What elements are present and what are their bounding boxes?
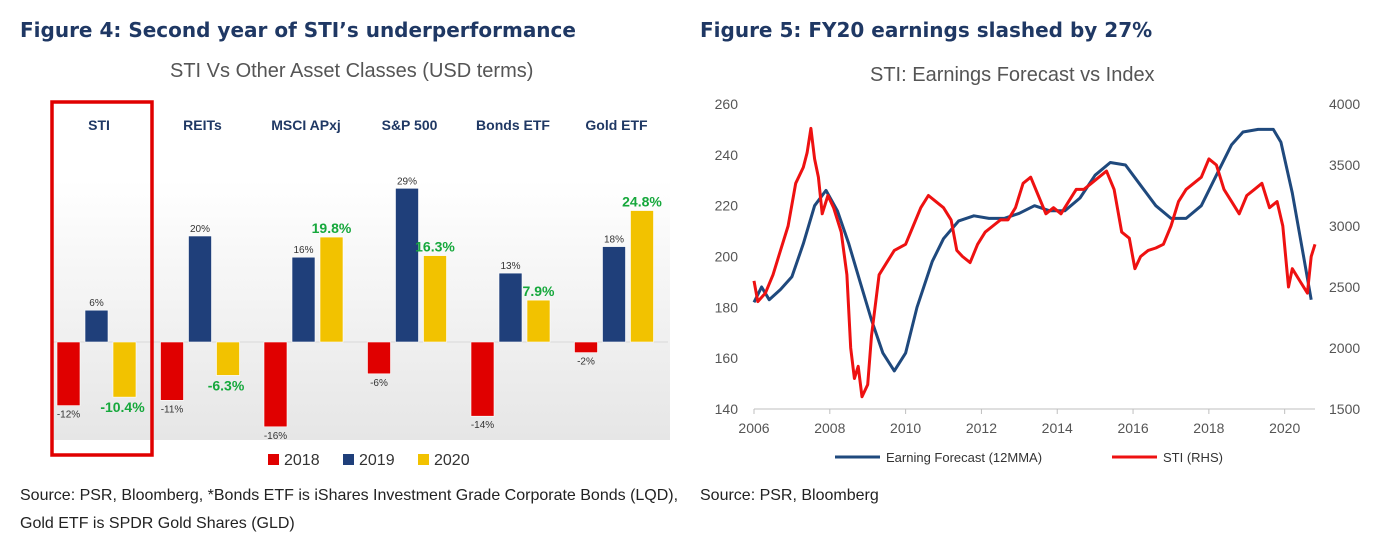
legend-label-sti: STI (RHS): [1163, 450, 1223, 465]
bar-2020: [526, 299, 551, 343]
series-line-earning-forecast: [752, 127, 1313, 373]
bar-2020: [216, 341, 240, 376]
figure5-source: Source: PSR, Bloomberg: [700, 487, 879, 504]
y-left-tick-label: 260: [715, 96, 739, 112]
bar-data-label: 16%: [293, 245, 313, 256]
category-label: STI: [88, 117, 110, 133]
category-label: S&P 500: [382, 117, 438, 133]
legend-label-2019: 2019: [359, 452, 395, 469]
category-label: Bonds ETF: [476, 117, 550, 133]
bar-data-label: -2%: [577, 357, 595, 368]
figure4-chart-title: STI Vs Other Asset Classes (USD terms): [170, 60, 534, 82]
bar-2020: [423, 255, 447, 343]
sti-highlight-box: [50, 100, 154, 457]
bar-data-label: 13%: [500, 261, 520, 272]
y-left-tick-label: 240: [715, 147, 739, 163]
bar-data-label: -12%: [57, 410, 80, 421]
bar-2019: [188, 235, 212, 343]
legend-label-2020: 2020: [434, 452, 470, 469]
bar-plot-area: [52, 180, 670, 440]
y-left-tick-label: 220: [715, 198, 739, 214]
bar-2019: [395, 188, 419, 343]
figure4-bar-chart: STI -12% 6% -10.4% REITs -11% 20% -6.3% MSCI APx…: [50, 100, 670, 469]
bar-2018: [56, 341, 81, 406]
bar-data-label: 19.8%: [312, 220, 352, 236]
x-tick-label: 2010: [890, 420, 921, 436]
bar-2018: [263, 341, 288, 428]
bar-2020: [319, 236, 344, 343]
y-right-tick-label: 4000: [1329, 96, 1360, 112]
bar-data-label: -6%: [370, 378, 388, 389]
y-right-tick-label: 2000: [1329, 340, 1360, 356]
bar-data-label: 6%: [89, 298, 104, 309]
bar-2019: [498, 272, 523, 343]
bar-data-label: 16.3%: [415, 239, 455, 255]
bar-2020: [112, 341, 137, 398]
bar-2019: [602, 246, 626, 343]
category-label: MSCI APxj: [271, 117, 341, 133]
legend-swatch-2019: [343, 454, 354, 465]
category-label: REITs: [183, 117, 222, 133]
y-left-tick-label: 140: [715, 401, 739, 417]
figure5-chart-title: STI: Earnings Forecast vs Index: [870, 64, 1155, 86]
bar-2020: [630, 210, 654, 343]
bar-data-label: -11%: [161, 404, 184, 415]
bar-2019: [291, 256, 316, 343]
bar-2018: [367, 341, 391, 375]
y-left-tick-label: 200: [715, 249, 739, 265]
x-tick-label: 2018: [1193, 420, 1224, 436]
legend-swatch-2018: [268, 454, 279, 465]
series-line-sti: [752, 126, 1317, 399]
legend-label-earning-forecast: Earning Forecast (12MMA): [886, 450, 1042, 465]
bar-2019: [84, 309, 109, 343]
x-tick-label: 2016: [1117, 420, 1148, 436]
figure5-heading: Figure 5: FY20 earnings slashed by 27%: [700, 18, 1153, 42]
bar-data-label: 20%: [190, 224, 210, 235]
figure5-line-chart: 2006 2008 2010 2012 2014 2016 2018 2020 140 160 18…: [715, 96, 1361, 465]
bar-data-label: 29%: [397, 176, 417, 187]
y-left-tick-label: 160: [715, 350, 739, 366]
bar-2018: [470, 341, 495, 417]
figure4-source: Source: PSR, Bloomberg, *Bonds ETF is iS…: [20, 487, 679, 532]
bar-data-label: 18%: [604, 235, 624, 246]
x-tick-label: 2008: [814, 420, 845, 436]
x-tick-label: 2006: [738, 420, 769, 436]
y-right-tick-label: 3000: [1329, 218, 1360, 234]
category-label: Gold ETF: [585, 117, 648, 133]
bar-2018: [574, 341, 598, 353]
legend-label-2018: 2018: [284, 452, 320, 469]
x-tick-label: 2014: [1042, 420, 1073, 436]
y-right-tick-label: 2500: [1329, 279, 1360, 295]
bar-data-label: 24.8%: [622, 194, 662, 210]
y-right-tick-label: 3500: [1329, 157, 1360, 173]
bar-data-label: 7.9%: [523, 283, 555, 299]
bar-2018: [160, 341, 184, 401]
y-right-tick-label: 1500: [1329, 401, 1360, 417]
y-left-tick-label: 180: [715, 299, 739, 315]
x-tick-label: 2020: [1269, 420, 1300, 436]
bar-data-label: -10.4%: [100, 399, 145, 415]
x-tick-label: 2012: [966, 420, 997, 436]
figure4-heading: Figure 4: Second year of STI’s underperf…: [20, 18, 576, 42]
bar-data-label: -16%: [264, 431, 287, 442]
bar-data-label: -14%: [471, 420, 494, 431]
bar-data-label: -6.3%: [208, 377, 245, 393]
legend-swatch-2020: [418, 454, 429, 465]
